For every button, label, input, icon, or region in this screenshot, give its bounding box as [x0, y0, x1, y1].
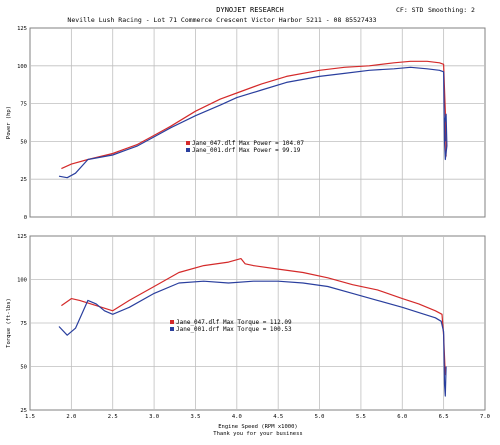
x-tick-label: 3.5	[190, 414, 200, 420]
legend-swatch	[186, 148, 190, 152]
legend-swatch	[170, 327, 174, 331]
x-tick-label: 6.5	[439, 414, 449, 420]
legend-entry: Jane_001.drf Max Torque = 100.53	[176, 326, 292, 333]
y-tick-label: 25	[20, 408, 27, 414]
x-tick-label: 7.0	[480, 414, 490, 420]
legend-entry: Jane_047.dlf Max Power = 104.07	[192, 140, 304, 147]
x-tick-label: 6.0	[397, 414, 407, 420]
legend-entry: Jane_047.dlf Max Torque = 112.09	[176, 319, 292, 326]
y-tick-label: 125	[17, 26, 27, 32]
x-tick-label: 2.5	[108, 414, 118, 420]
shop-details: Neville Lush Racing - Lot 71 Commerce Cr…	[67, 16, 376, 24]
series-line-jane-001-drf	[58, 66, 448, 179]
y-tick-label: 0	[24, 215, 27, 221]
footer-tagline: Thank you for your business	[213, 431, 302, 437]
y-tick-label: 100	[17, 278, 27, 284]
y-tick-label: 50	[20, 139, 27, 145]
x-tick-label: 4.5	[273, 414, 283, 420]
correction-factor: CF: STD	[396, 6, 423, 14]
x-tick-label: 2.0	[66, 414, 76, 420]
x-tick-label: 4.0	[232, 414, 242, 420]
y-tick-label: 100	[17, 64, 27, 70]
plot-area	[29, 27, 486, 218]
x-tick-label: 1.5	[25, 414, 35, 420]
y-tick-label: 75	[20, 102, 27, 108]
power-chart: 0 25 50 75 100 125 Power (hp) Jane_047.dlf Max …	[6, 26, 486, 221]
smoothing-level: Smoothing: 2	[428, 6, 475, 14]
x-tick-label: 5.5	[356, 414, 366, 420]
legend-entry: Jane_001.drf Max Power = 99.19	[192, 147, 301, 154]
y-tick-label: 75	[20, 321, 27, 327]
report-title: DYNOJET RESEARCH	[216, 6, 283, 14]
y-tick-label: 125	[17, 234, 27, 240]
y-tick-label: 50	[20, 365, 27, 371]
y-axis-label: Power (hp)	[6, 106, 12, 139]
x-tick-label: 3.0	[149, 414, 159, 420]
y-axis-label: Torque (ft-lbs)	[6, 298, 12, 348]
series-line-jane-001-drf	[58, 280, 447, 397]
legend-swatch	[170, 320, 174, 324]
series-line-jane-047-dlf	[61, 258, 446, 376]
y-tick-label: 25	[20, 177, 27, 183]
legend-swatch	[186, 141, 190, 145]
x-axis-label: Engine Speed (RPM x1000)	[218, 424, 297, 430]
x-tick-label: 5.0	[315, 414, 325, 420]
torque-chart: 1.5 2.0 2.5 3.0 3.5 4.0 4.5 5.0 5.5 6.0 6.5 7.0 25 50…	[6, 234, 490, 420]
series-line-jane-047-dlf	[61, 60, 447, 170]
